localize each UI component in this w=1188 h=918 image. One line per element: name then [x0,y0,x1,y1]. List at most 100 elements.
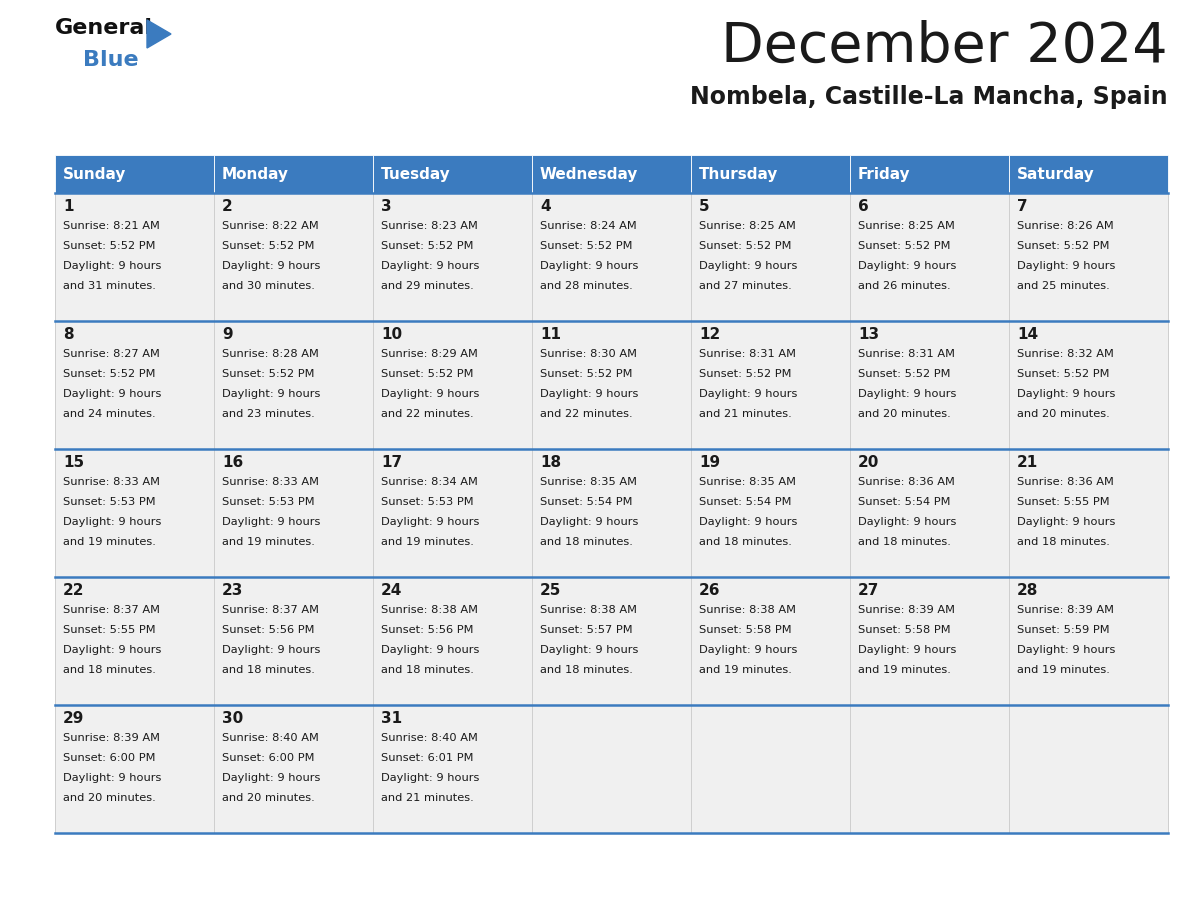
Text: Daylight: 9 hours: Daylight: 9 hours [222,261,321,271]
Text: Daylight: 9 hours: Daylight: 9 hours [381,389,480,399]
Bar [532,321,691,449]
Text: Sunrise: 8:39 AM: Sunrise: 8:39 AM [63,733,160,743]
Bar [849,577,1009,705]
Bar [373,705,532,833]
Text: Sunset: 5:52 PM: Sunset: 5:52 PM [381,369,474,379]
Text: and 28 minutes.: and 28 minutes. [541,281,633,291]
Bar [1009,155,1168,193]
Text: Sunset: 5:52 PM: Sunset: 5:52 PM [381,241,474,251]
Text: Daylight: 9 hours: Daylight: 9 hours [541,517,638,527]
Text: Sunset: 5:52 PM: Sunset: 5:52 PM [63,241,156,251]
Text: Sunset: 5:53 PM: Sunset: 5:53 PM [381,497,474,507]
Text: Daylight: 9 hours: Daylight: 9 hours [63,389,162,399]
Bar [532,577,691,705]
Text: 1: 1 [63,199,74,214]
Text: Daylight: 9 hours: Daylight: 9 hours [1017,389,1116,399]
Text: Sunrise: 8:37 AM: Sunrise: 8:37 AM [63,605,160,615]
Text: and 18 minutes.: and 18 minutes. [699,537,792,547]
Text: and 19 minutes.: and 19 minutes. [222,537,315,547]
Polygon shape [147,20,171,48]
Text: Daylight: 9 hours: Daylight: 9 hours [63,645,162,655]
Text: Daylight: 9 hours: Daylight: 9 hours [541,645,638,655]
Text: and 18 minutes.: and 18 minutes. [541,665,633,675]
Text: Sunday: Sunday [63,166,126,182]
Text: Sunrise: 8:32 AM: Sunrise: 8:32 AM [1017,349,1114,359]
Text: Sunset: 5:56 PM: Sunset: 5:56 PM [381,625,474,635]
Text: Daylight: 9 hours: Daylight: 9 hours [699,389,797,399]
Text: 18: 18 [541,455,561,470]
Bar [1009,193,1168,321]
Text: and 18 minutes.: and 18 minutes. [381,665,474,675]
Text: Daylight: 9 hours: Daylight: 9 hours [858,389,956,399]
Text: and 19 minutes.: and 19 minutes. [858,665,950,675]
Text: 20: 20 [858,455,879,470]
Text: Sunrise: 8:28 AM: Sunrise: 8:28 AM [222,349,318,359]
Text: Daylight: 9 hours: Daylight: 9 hours [699,517,797,527]
Text: Sunrise: 8:31 AM: Sunrise: 8:31 AM [699,349,796,359]
Text: Sunrise: 8:36 AM: Sunrise: 8:36 AM [1017,477,1114,487]
Text: Sunrise: 8:35 AM: Sunrise: 8:35 AM [541,477,637,487]
Text: Sunrise: 8:30 AM: Sunrise: 8:30 AM [541,349,637,359]
Bar [849,449,1009,577]
Text: Thursday: Thursday [699,166,778,182]
Text: 27: 27 [858,583,879,598]
Text: and 19 minutes.: and 19 minutes. [699,665,792,675]
Bar [532,155,691,193]
Text: Daylight: 9 hours: Daylight: 9 hours [858,517,956,527]
Text: Sunrise: 8:39 AM: Sunrise: 8:39 AM [1017,605,1114,615]
Text: Daylight: 9 hours: Daylight: 9 hours [381,645,480,655]
Text: Sunset: 5:52 PM: Sunset: 5:52 PM [699,369,791,379]
Text: General: General [55,18,153,38]
Bar [849,705,1009,833]
Text: 13: 13 [858,327,879,342]
Text: Sunrise: 8:33 AM: Sunrise: 8:33 AM [222,477,320,487]
Text: 14: 14 [1017,327,1038,342]
Bar [532,193,691,321]
Bar [373,321,532,449]
Text: Sunset: 6:00 PM: Sunset: 6:00 PM [222,753,315,763]
Text: and 19 minutes.: and 19 minutes. [381,537,474,547]
Text: Sunrise: 8:35 AM: Sunrise: 8:35 AM [699,477,796,487]
Text: 26: 26 [699,583,720,598]
Text: Sunset: 5:52 PM: Sunset: 5:52 PM [699,241,791,251]
Text: Daylight: 9 hours: Daylight: 9 hours [222,645,321,655]
Bar [849,193,1009,321]
Text: Daylight: 9 hours: Daylight: 9 hours [63,261,162,271]
Bar [55,321,214,449]
Text: 30: 30 [222,711,244,726]
Text: Sunset: 5:53 PM: Sunset: 5:53 PM [222,497,315,507]
Text: Sunset: 5:52 PM: Sunset: 5:52 PM [222,369,315,379]
Bar [55,705,214,833]
Text: and 31 minutes.: and 31 minutes. [63,281,156,291]
Text: Daylight: 9 hours: Daylight: 9 hours [222,389,321,399]
Text: Sunrise: 8:40 AM: Sunrise: 8:40 AM [381,733,478,743]
Text: Sunset: 5:55 PM: Sunset: 5:55 PM [1017,497,1110,507]
Text: Sunset: 5:52 PM: Sunset: 5:52 PM [222,241,315,251]
Text: and 18 minutes.: and 18 minutes. [858,537,950,547]
Text: 15: 15 [63,455,84,470]
Text: Daylight: 9 hours: Daylight: 9 hours [858,645,956,655]
Bar [214,449,373,577]
Text: and 20 minutes.: and 20 minutes. [858,409,950,419]
Text: Sunrise: 8:33 AM: Sunrise: 8:33 AM [63,477,160,487]
Text: Daylight: 9 hours: Daylight: 9 hours [381,773,480,783]
Text: Sunrise: 8:25 AM: Sunrise: 8:25 AM [858,221,955,231]
Text: 10: 10 [381,327,402,342]
Text: and 24 minutes.: and 24 minutes. [63,409,156,419]
Text: 8: 8 [63,327,74,342]
Text: 21: 21 [1017,455,1038,470]
Text: Daylight: 9 hours: Daylight: 9 hours [1017,517,1116,527]
Text: Daylight: 9 hours: Daylight: 9 hours [63,773,162,783]
Text: and 19 minutes.: and 19 minutes. [63,537,156,547]
Text: Sunset: 5:56 PM: Sunset: 5:56 PM [222,625,315,635]
Text: Daylight: 9 hours: Daylight: 9 hours [1017,645,1116,655]
Text: Sunrise: 8:38 AM: Sunrise: 8:38 AM [699,605,796,615]
Text: December 2024: December 2024 [721,20,1168,74]
Text: Nombela, Castille-La Mancha, Spain: Nombela, Castille-La Mancha, Spain [690,85,1168,109]
Bar [373,449,532,577]
Text: Tuesday: Tuesday [381,166,450,182]
Text: 2: 2 [222,199,233,214]
Text: Daylight: 9 hours: Daylight: 9 hours [63,517,162,527]
Bar [1009,449,1168,577]
Text: Sunset: 5:52 PM: Sunset: 5:52 PM [858,369,950,379]
